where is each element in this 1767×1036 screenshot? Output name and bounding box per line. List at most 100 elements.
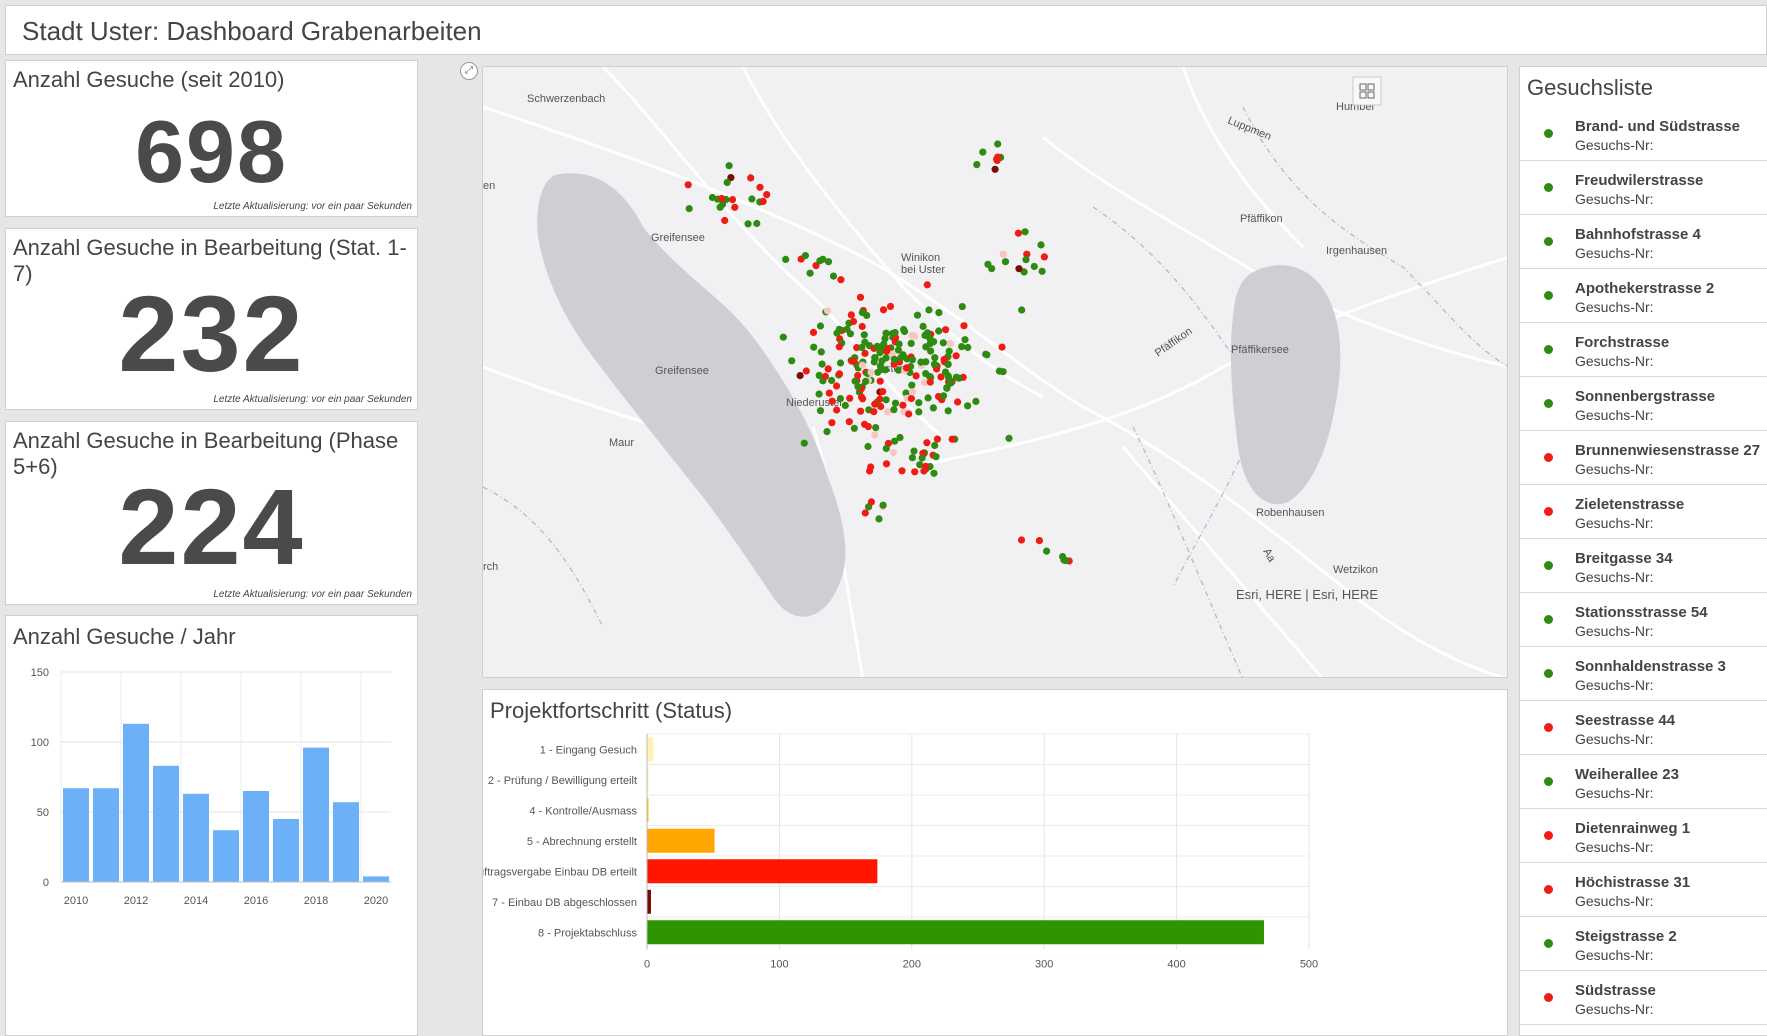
list-item[interactable]: Forchstrasse Gesuchs-Nr: <box>1520 323 1767 377</box>
list-item-number-label: Gesuchs-Nr: <box>1575 299 1654 315</box>
list-item-street: Sonnenbergstrasse <box>1575 388 1716 405</box>
list-item-street: Höchistrasse 31 <box>1575 874 1691 891</box>
status-bar <box>647 889 651 914</box>
map-canvas[interactable]: Schwerzenbach Humbel Luppmen Greifensee … <box>483 67 1508 678</box>
request-marker <box>861 420 869 428</box>
y-tick-label: 100 <box>31 737 49 749</box>
list-item-street: Südstrasse <box>1575 982 1656 999</box>
request-marker <box>944 360 952 368</box>
request-marker <box>847 311 855 319</box>
request-marker <box>879 306 888 314</box>
status-dot-icon <box>1544 993 1553 1002</box>
request-marker <box>908 454 916 462</box>
request-marker <box>1038 267 1046 275</box>
list-item[interactable]: Breitgasse 34 Gesuchs-Nr: <box>1520 539 1767 593</box>
year-chart: 0 50 100 150 2010 2012 2014 2016 2018 2020 <box>31 667 391 907</box>
expand-icon[interactable]: ⤢ <box>460 62 478 80</box>
request-marker <box>806 269 814 277</box>
x-tick-label: 2018 <box>304 895 328 907</box>
bar-2013 <box>153 765 179 882</box>
list-item[interactable]: Stationsstrasse 54 Gesuchs-Nr: <box>1520 593 1767 647</box>
list-item[interactable]: Brunnenwiesenstrasse 27 Gesuchs-Nr: <box>1520 431 1767 485</box>
category-label: 1 - Eingang Gesuch <box>540 744 637 756</box>
list-item-number-label: Gesuchs-Nr: <box>1575 893 1654 909</box>
request-marker <box>907 339 915 347</box>
request-marker <box>944 407 952 415</box>
request-marker <box>872 424 880 432</box>
request-list-title: Gesuchsliste <box>1527 75 1653 100</box>
list-item-street: Steigstrasse 2 <box>1575 928 1677 945</box>
list-item[interactable]: Seestrasse 44 Gesuchs-Nr: <box>1520 701 1767 755</box>
request-marker <box>946 340 954 348</box>
list-item[interactable]: Apothekerstrasse 2 Gesuchs-Nr: <box>1520 269 1767 323</box>
request-marker <box>849 317 858 326</box>
lake-greifensee <box>537 173 846 617</box>
request-marker <box>818 360 826 368</box>
request-marker <box>913 311 922 319</box>
request-marker <box>753 219 761 228</box>
map-label: Robenhausen <box>1256 507 1325 519</box>
request-marker <box>884 408 892 416</box>
list-item[interactable]: Sonnenbergstrasse Gesuchs-Nr: <box>1520 377 1767 431</box>
list-item[interactable]: Zieletenstrasse Gesuchs-Nr: <box>1520 485 1767 539</box>
list-item-street: Brunnenwiesenstrasse 27 <box>1575 442 1761 459</box>
request-marker <box>930 360 939 368</box>
list-item-number-label: Gesuchs-Nr: <box>1575 947 1654 963</box>
status-dot-icon <box>1544 885 1553 894</box>
request-marker <box>994 153 1002 161</box>
list-item[interactable]: Höchistrasse 31 Gesuchs-Nr: <box>1520 863 1767 917</box>
x-tick-label: 2014 <box>184 895 208 907</box>
bar-2014 <box>183 793 209 882</box>
request-marker <box>899 401 907 409</box>
request-marker <box>908 331 916 339</box>
x-tick-label: 2012 <box>124 895 148 907</box>
request-marker <box>871 400 879 408</box>
request-marker <box>955 374 963 382</box>
request-marker <box>926 378 934 386</box>
request-marker <box>846 330 854 338</box>
map-label: Schwerzenbach <box>527 93 605 105</box>
list-item[interactable]: Dietenrainweg 1 Gesuchs-Nr: <box>1520 809 1767 863</box>
status-chart-title: Projektfortschritt (Status) <box>490 698 733 723</box>
kpi-title: Anzahl Gesuche in Bearbeitung (Stat. 1-7… <box>13 235 407 286</box>
list-item[interactable]: Freudwilerstrasse Gesuchs-Nr: <box>1520 161 1767 215</box>
list-item[interactable]: Südstrasse Gesuchs-Nr: <box>1520 971 1767 1025</box>
status-dot-icon <box>1544 777 1553 786</box>
request-marker <box>856 293 865 301</box>
request-marker <box>908 356 916 364</box>
list-item[interactable]: Sonnhaldenstrasse 3 Gesuchs-Nr: <box>1520 647 1767 701</box>
list-item-number-label: Gesuchs-Nr: <box>1575 461 1654 477</box>
request-marker <box>954 398 962 406</box>
list-item[interactable]: Brand- und Südstrasse Gesuchs-Nr: <box>1520 107 1767 161</box>
request-marker <box>810 343 818 351</box>
request-marker <box>940 355 948 364</box>
request-marker <box>759 197 767 205</box>
request-marker <box>748 195 756 203</box>
request-marker <box>876 349 884 357</box>
request-marker <box>927 347 935 355</box>
list-item[interactable]: Bahnhofstrasse 4 Gesuchs-Nr: <box>1520 215 1767 269</box>
request-marker <box>1043 547 1051 555</box>
request-marker <box>941 368 950 376</box>
request-marker <box>935 327 943 335</box>
bar-2010 <box>63 788 89 882</box>
list-item-number-label: Gesuchs-Nr: <box>1575 191 1654 207</box>
request-marker <box>972 397 980 405</box>
request-marker <box>1030 262 1038 271</box>
bar-2015 <box>213 830 239 882</box>
request-marker <box>983 351 991 359</box>
list-item-number-label: Gesuchs-Nr: <box>1575 839 1654 855</box>
request-marker <box>894 346 902 354</box>
status-bar <box>647 828 715 853</box>
request-marker <box>882 329 890 337</box>
request-marker <box>888 330 897 338</box>
list-item-number-label: Gesuchs-Nr: <box>1575 515 1654 531</box>
category-label: 7 - Einbau DB abgeschlossen <box>492 897 637 909</box>
request-marker <box>929 404 937 412</box>
status-bar <box>647 767 649 792</box>
request-marker <box>685 205 693 213</box>
list-item[interactable]: Weiherallee 23 Gesuchs-Nr: <box>1520 755 1767 809</box>
map-panel[interactable]: Schwerzenbach Humbel Luppmen Greifensee … <box>482 66 1508 678</box>
list-item[interactable]: Steigstrasse 2 Gesuchs-Nr: <box>1520 917 1767 971</box>
list-item-number-label: Gesuchs-Nr: <box>1575 407 1654 423</box>
